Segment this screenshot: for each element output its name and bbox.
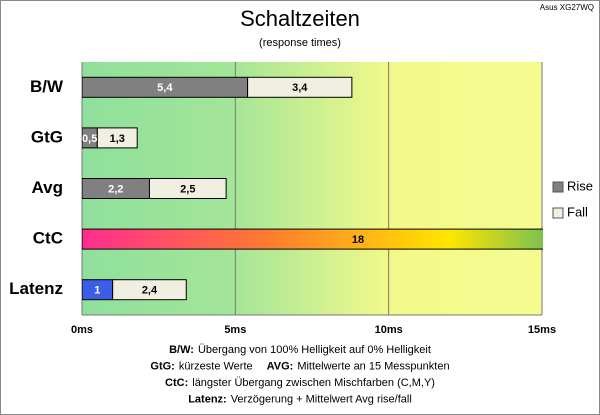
bar-segment — [96, 127, 138, 149]
y-tick-label: CtC — [33, 229, 63, 248]
note-text: kürzeste Werte — [179, 360, 253, 372]
corner-label: Asus XG27WQ — [540, 3, 594, 12]
x-tick-label: 10ms — [375, 324, 403, 336]
note-term: Latenz: — [188, 393, 227, 405]
data-label: 2,5 — [180, 183, 195, 195]
bar-segment — [148, 178, 227, 199]
note-term: CtC: — [165, 377, 188, 389]
legend-swatch — [552, 181, 564, 193]
note-term: B/W: — [169, 344, 194, 356]
data-label: 1 — [94, 285, 100, 297]
data-label: 0,5 — [82, 133, 97, 145]
note-line: Latenz: Verzögerung + Mittelwert Avg rise… — [188, 393, 412, 405]
note-line: GtG: kürzeste Werte AVG: Mittelwerte an 15 … — [150, 360, 449, 372]
data-label: 2,4 — [142, 285, 158, 297]
legend-swatch — [552, 207, 564, 219]
x-tick-label: 0ms — [71, 324, 93, 336]
data-label: 3,4 — [292, 82, 308, 94]
x-tick-label: 5ms — [224, 324, 246, 336]
note-text: Mittelwerte an 15 Messpunkten — [297, 360, 449, 372]
chart-subtitle: (response times) — [259, 37, 341, 49]
note-text: Verzögerung + Mittelwert Avg rise/fall — [231, 393, 412, 405]
note-text: Übergang von 100% Helligkeit auf 0% Hell… — [198, 344, 431, 356]
bar-segment — [112, 279, 187, 301]
bar-segment — [247, 76, 353, 98]
data-label: 1,3 — [110, 133, 125, 145]
data-label: 2,2 — [108, 183, 123, 195]
data-label: 5,4 — [157, 82, 173, 94]
y-tick-label: Avg — [32, 178, 64, 197]
bar-segment — [82, 228, 543, 250]
chart-title: Schaltzeiten — [240, 6, 360, 31]
legend-label: Rise — [567, 178, 593, 193]
y-tick-label: B/W — [30, 77, 64, 96]
y-tick-label: GtG — [31, 127, 63, 146]
note-text: längster Übergang zwischen Mischfarben (… — [192, 377, 435, 389]
x-tick-label: 15ms — [528, 324, 556, 336]
y-tick-label: Latenz — [9, 279, 63, 298]
note-line: CtC: längster Übergang zwischen Mischfarb… — [165, 377, 435, 389]
data-label: 18 — [352, 234, 364, 246]
note-line: B/W: Übergang von 100% Helligkeit auf 0% … — [169, 344, 431, 356]
note-term: GtG: — [150, 360, 174, 372]
legend-label: Fall — [567, 204, 588, 219]
note-term: AVG: — [267, 360, 294, 372]
